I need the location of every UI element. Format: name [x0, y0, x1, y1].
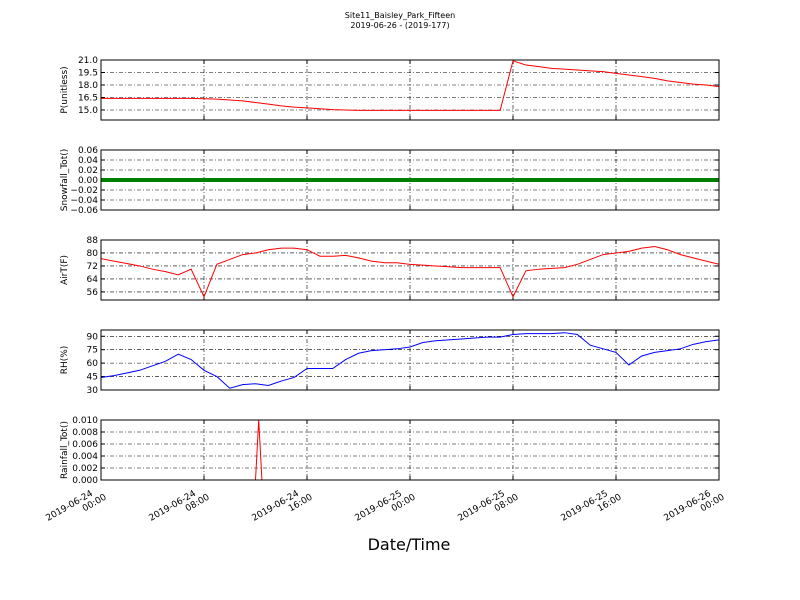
data-line — [101, 245, 719, 299]
y-tick-label: −0.02 — [70, 186, 98, 196]
y-axis-label: P(unitless) — [60, 66, 70, 113]
figure-title: Site11_Baisley_Park_Fifteen — [345, 11, 455, 20]
y-tick-label: 56 — [87, 288, 99, 298]
y-tick-label: 19.5 — [78, 69, 98, 79]
y-axis-label: RH(%) — [60, 346, 70, 375]
y-tick-label: 0.000 — [72, 476, 98, 486]
y-tick-label: −0.04 — [70, 196, 98, 206]
y-tick-label: 72 — [87, 262, 98, 272]
y-tick-label: −0.06 — [70, 206, 98, 216]
figure-subtitle: 2019-06-26 - (2019-177) — [350, 21, 449, 30]
axes-frame — [100, 419, 720, 481]
plot-area — [101, 60, 719, 111]
y-tick-label: 75 — [87, 346, 98, 356]
y-tick-label: 0.004 — [72, 452, 98, 462]
y-tick-label: 0.00 — [78, 176, 98, 186]
y-tick-label: 45 — [87, 373, 98, 383]
data-line — [101, 332, 719, 389]
axes-frame — [100, 329, 720, 391]
x-tick-label: 2019-06-2408:00 — [148, 484, 212, 533]
y-tick-label: 80 — [87, 249, 99, 259]
x-tick-label: 2019-06-2508:00 — [457, 484, 521, 533]
y-tick-label: 64 — [87, 275, 99, 285]
x-tick-label: 2019-06-2516:00 — [560, 484, 624, 533]
y-tick-label: 18.0 — [78, 81, 98, 91]
y-tick-label: 0.02 — [78, 166, 98, 176]
x-axis-label: Date/Time — [368, 535, 451, 554]
y-axis-label: Rainfall_Tot() — [60, 421, 70, 479]
x-tick-label: 2019-06-2416:00 — [251, 484, 315, 533]
y-tick-label: 88 — [87, 236, 99, 246]
y-tick-label: 16.5 — [78, 94, 98, 104]
y-tick-label: 0.008 — [72, 428, 98, 438]
y-tick-label: 0.006 — [72, 440, 98, 450]
y-tick-label: 0.002 — [72, 464, 98, 474]
y-tick-label: 60 — [87, 359, 99, 369]
x-tick-label: 2019-06-2600:00 — [663, 484, 727, 533]
y-tick-label: 21.0 — [78, 56, 98, 66]
plot-area — [101, 245, 719, 299]
y-tick-label: 0.04 — [78, 156, 98, 166]
x-tick-label: 2019-06-2400:00 — [45, 484, 109, 533]
y-tick-label: 90 — [87, 332, 99, 342]
x-tick-label: 2019-06-2500:00 — [354, 484, 418, 533]
data-line — [101, 60, 719, 111]
y-axis-label: AirT(F) — [60, 255, 70, 285]
axes-frame — [100, 239, 720, 301]
y-tick-label: 0.06 — [78, 146, 98, 156]
y-tick-label: 0.010 — [72, 416, 98, 426]
y-tick-label: 15.0 — [78, 106, 98, 116]
y-tick-label: 30 — [87, 386, 99, 396]
y-axis-label: Snowfall_Tot() — [60, 149, 70, 212]
axes-frame — [100, 59, 720, 121]
axes-frame — [100, 149, 720, 211]
plot-area — [101, 332, 719, 389]
